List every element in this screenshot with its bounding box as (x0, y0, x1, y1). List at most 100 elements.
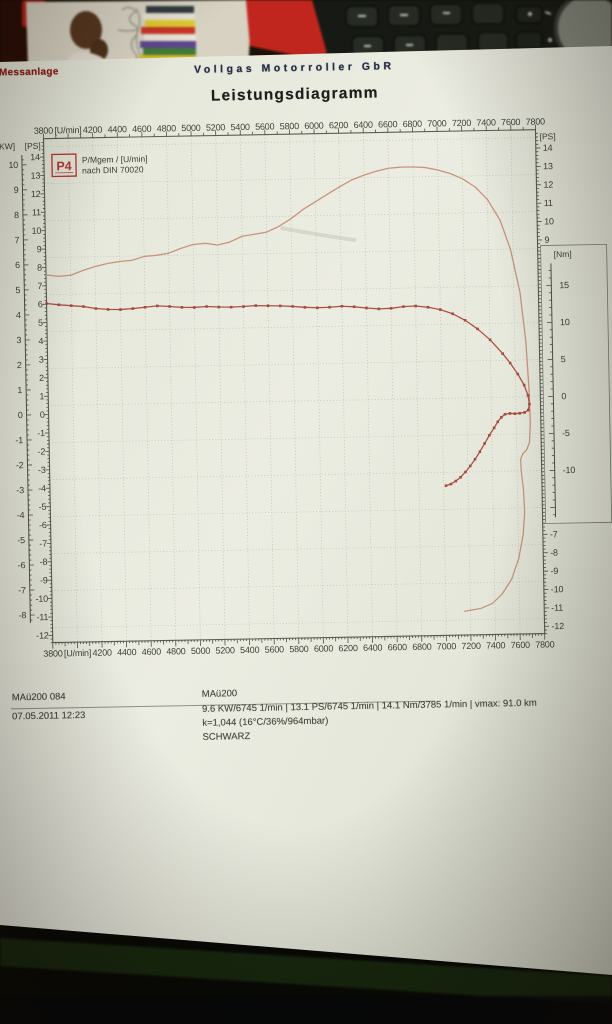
svg-text:6600: 6600 (378, 119, 398, 129)
left-ps-axis: 14131211109876543210-1-2-3-4-5-6-7-8-9-1… (25, 141, 53, 644)
svg-text:-8: -8 (550, 548, 558, 558)
svg-text:9: 9 (37, 244, 42, 254)
svg-text:-5: -5 (562, 428, 570, 438)
svg-text:6000: 6000 (304, 121, 324, 131)
svg-text:7400: 7400 (486, 640, 506, 650)
svg-text:7400: 7400 (476, 117, 496, 127)
svg-text:-10: -10 (563, 465, 576, 475)
svg-text:5600: 5600 (265, 644, 285, 654)
svg-text:7: 7 (14, 235, 19, 245)
svg-text:-1: -1 (37, 428, 45, 438)
svg-text:15: 15 (559, 280, 569, 290)
svg-text:4200: 4200 (92, 647, 112, 657)
svg-text:-8: -8 (19, 610, 27, 620)
calculator-key-glyphs (358, 11, 552, 47)
svg-text:-2: -2 (16, 460, 24, 470)
svg-text:2: 2 (17, 360, 22, 370)
pen-smudge (280, 226, 357, 242)
chart-legend: P4 P/Mgem / [U/min]nach DIN 70020 (51, 153, 148, 178)
svg-text:13: 13 (543, 161, 553, 171)
svg-text:7600: 7600 (501, 117, 521, 127)
svg-text:1: 1 (39, 391, 44, 401)
device-label: -Messanlage (0, 66, 59, 79)
svg-text:3: 3 (16, 335, 21, 345)
svg-text:6800: 6800 (412, 642, 432, 652)
svg-text:7200: 7200 (461, 641, 481, 651)
svg-text:6400: 6400 (353, 120, 373, 130)
svg-text:-11: -11 (551, 603, 563, 613)
svg-text:5400: 5400 (240, 645, 260, 655)
svg-text:-4: -4 (17, 510, 25, 520)
svg-text:12: 12 (543, 180, 553, 190)
svg-text:10: 10 (560, 317, 570, 327)
svg-text:3800: 3800 (43, 648, 63, 658)
plot-frame (42, 129, 546, 644)
bottom-x-axis: 3800 [U/min] 4200 4400 4600 4800 5000 5200 5400 5… (43, 633, 555, 659)
svg-text:6: 6 (15, 260, 20, 270)
svg-text:7200: 7200 (452, 118, 472, 128)
svg-text:0: 0 (561, 391, 566, 401)
svg-text:[PS]: [PS] (539, 131, 555, 141)
svg-text:7000: 7000 (437, 641, 457, 651)
svg-text:-3: -3 (38, 465, 46, 475)
svg-text:-6: -6 (39, 520, 47, 530)
chart-grid (43, 129, 546, 643)
series-P (45, 166, 531, 612)
svg-text:4400: 4400 (107, 124, 127, 134)
svg-text:-10: -10 (551, 584, 564, 594)
svg-text:5200: 5200 (215, 645, 235, 655)
svg-text:5: 5 (38, 318, 43, 328)
svg-text:P/Mgem / [U/min]: P/Mgem / [U/min] (82, 154, 148, 165)
dyno-chart: 3800 [U/min] 4200 4400 4600 4800 5000 5200 5400 5… (0, 116, 612, 659)
svg-text:4800: 4800 (166, 646, 186, 656)
svg-text:0: 0 (40, 410, 45, 420)
svg-text:14: 14 (543, 143, 553, 153)
svg-text:-9: -9 (40, 575, 48, 585)
svg-text:10: 10 (8, 160, 18, 170)
svg-text:10: 10 (544, 216, 554, 226)
svg-text:5600: 5600 (255, 121, 275, 131)
svg-text:-9: -9 (550, 566, 558, 576)
svg-text:-5: -5 (17, 535, 25, 545)
svg-text:3: 3 (39, 354, 44, 364)
svg-text:10: 10 (32, 226, 42, 236)
svg-text:-8: -8 (40, 557, 48, 567)
svg-text:12: 12 (31, 189, 41, 199)
svg-text:6: 6 (38, 299, 43, 309)
svg-text:7800: 7800 (535, 639, 555, 649)
svg-text:4600: 4600 (142, 647, 162, 657)
calculator-keys (345, 2, 543, 58)
svg-text:5200: 5200 (206, 122, 226, 132)
svg-text:6600: 6600 (388, 642, 408, 652)
document-id: MAü200 084 (11, 691, 66, 704)
svg-text:[Nm]: [Nm] (554, 249, 572, 259)
svg-text:11: 11 (32, 207, 41, 217)
series-Mgem (45, 302, 531, 487)
svg-text:7800: 7800 (526, 116, 546, 126)
svg-text:5800: 5800 (280, 121, 300, 131)
svg-text:7600: 7600 (511, 640, 531, 650)
svg-text:8: 8 (14, 210, 19, 220)
timestamp: 07.05.2011 12:23 (12, 709, 86, 723)
svg-text:-5: -5 (39, 502, 47, 512)
svg-text:5: 5 (561, 354, 566, 364)
svg-text:0: 0 (18, 410, 23, 420)
svg-text:8: 8 (37, 263, 42, 273)
svg-text:-4: -4 (38, 483, 46, 493)
results-line: 9.6 KW/6745 1/min | 13.1 PS/6745 1/min |… (201, 697, 537, 715)
svg-text:[PS]: [PS] (25, 141, 41, 151)
company-name: Vollgas Motorroller GbR (193, 60, 395, 76)
svg-text:9: 9 (14, 185, 19, 195)
svg-text:[U/min]: [U/min] (64, 648, 91, 658)
svg-text:5000: 5000 (181, 123, 201, 133)
svg-text:-7: -7 (18, 585, 26, 595)
svg-text:4800: 4800 (157, 123, 177, 133)
svg-text:13: 13 (30, 171, 40, 181)
svg-text:-12: -12 (36, 630, 49, 640)
svg-text:5000: 5000 (191, 646, 211, 656)
svg-text:11: 11 (544, 198, 553, 208)
svg-text:6200: 6200 (338, 643, 358, 653)
svg-text:1: 1 (17, 385, 22, 395)
